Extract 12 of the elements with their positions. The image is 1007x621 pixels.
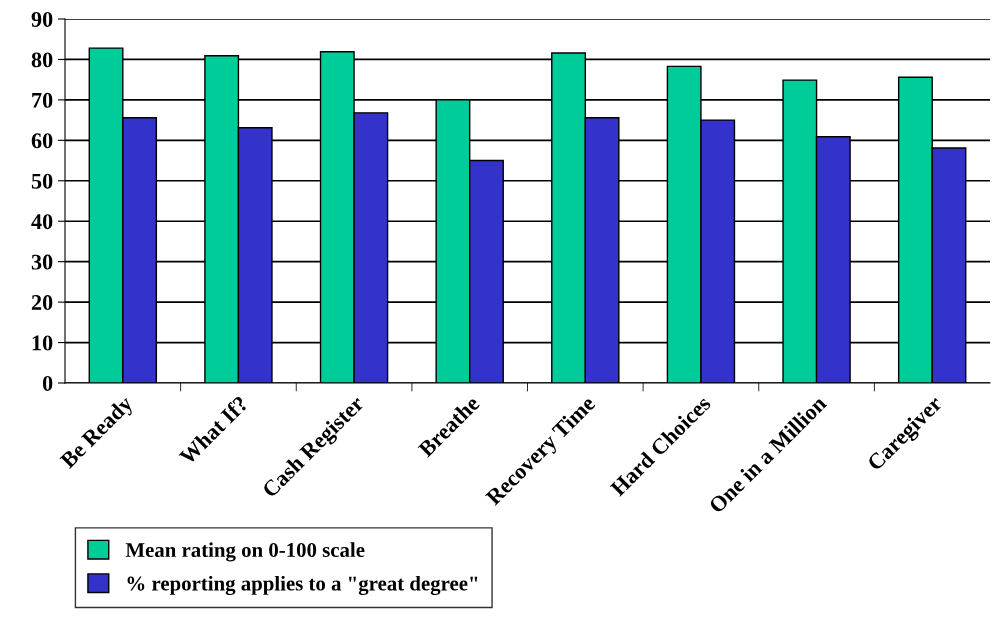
- y-tick-label: 60: [31, 133, 53, 149]
- y-tick-label: 20: [31, 295, 53, 311]
- y-tick-label: 70: [32, 92, 53, 108]
- y-tick-label: 50: [31, 173, 53, 189]
- y-tick-label: 30: [31, 254, 53, 270]
- y-tick-label: 80: [31, 52, 53, 68]
- y-tick-label: 90: [31, 11, 53, 27]
- legend-label: % reporting applies to a "great degree": [127, 575, 478, 595]
- y-tick-label: 40: [31, 214, 53, 230]
- y-tick-label: 10: [32, 335, 53, 351]
- y-tick-label: 0: [42, 375, 53, 391]
- legend-label: Mean rating on 0-100 scale: [125, 542, 365, 562]
